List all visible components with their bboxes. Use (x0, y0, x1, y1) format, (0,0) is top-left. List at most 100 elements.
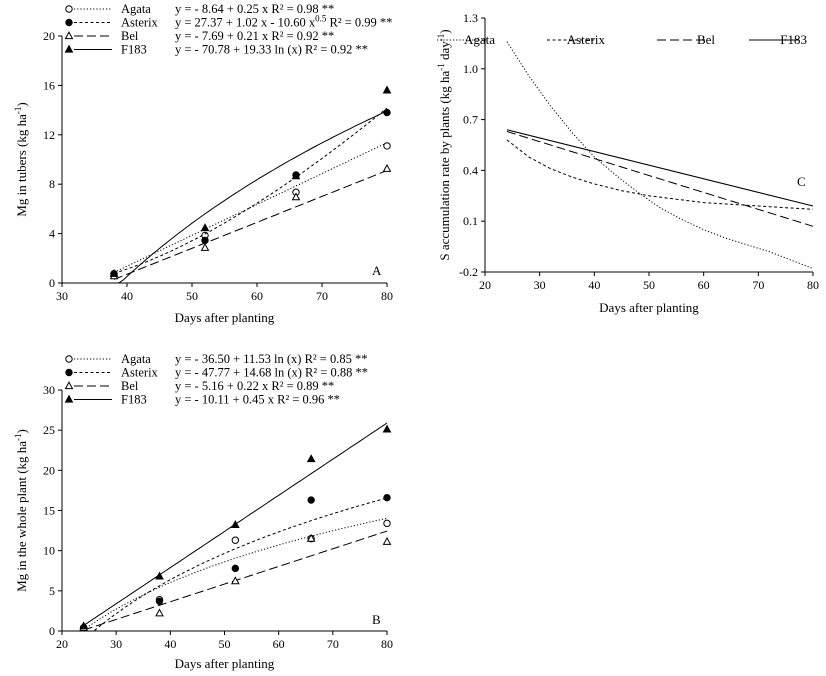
y-axis-label: Mg in tubers (kg ha-1) (13, 102, 29, 216)
series-line-asterix (83, 497, 388, 632)
legend-label-agata: Agata (121, 2, 151, 16)
data-point-bel (306, 533, 316, 542)
y-tick-label: 25 (43, 423, 55, 437)
series-asterix: Asterix (506, 32, 814, 210)
y-tick-label: 15 (43, 504, 55, 518)
data-point-f183 (155, 571, 164, 580)
legend-equation-text: y = - 47.77 + 14.68 ln (x) R² = 0.88 ** (175, 366, 368, 380)
x-tick-label: 40 (164, 637, 176, 651)
y-axis-label: Mg in the whole plant (kg ha-1) (13, 429, 29, 592)
series-line-asterix (506, 139, 814, 210)
series-line-agata (113, 142, 388, 273)
series-line-f183 (506, 129, 814, 207)
x-tick-label: 50 (219, 637, 231, 651)
legend-equation-text: y = - 8.64 + 0.25 x R² = 0.98 ** (175, 2, 334, 16)
y-tick-label: 0 (49, 276, 55, 290)
x-tick-label: 60 (251, 289, 263, 303)
legend-label-bel: Bel (121, 29, 139, 43)
y-axis-label-sup: -1 (13, 433, 23, 441)
series-bel: Bel y = - 5.16 + 0.22 x R² = 0.89 ** (64, 379, 392, 631)
x-tick-label: 60 (698, 278, 710, 292)
legend-equation-asterix: y = 27.37 + 1.02 x - 10.60 x0.5 R² = 0.9… (175, 14, 392, 30)
x-tick-label: 30 (534, 278, 546, 292)
legend-marker-asterix (65, 368, 73, 377)
x-tick-label: 70 (752, 278, 764, 292)
data-point-f183 (382, 424, 392, 433)
legend-equation-bel: y = - 5.16 + 0.22 x R² = 0.89 ** (175, 379, 334, 393)
y-axis-label: S accumulation rate by plants (kg ha-1 d… (436, 29, 452, 260)
y-axis-label-text: Mg in the whole plant (kg ha (14, 441, 29, 592)
legend-equation-text: y = - 70.78 + 19.33 ln (x) R² = 0.92 ** (175, 43, 368, 57)
panel-label: B (372, 612, 381, 627)
y-tick-label: 0.7 (463, 113, 478, 127)
y-tick-label: 0 (49, 624, 55, 638)
y-tick-label: 8 (49, 177, 55, 191)
y-tick-label: 4 (49, 227, 55, 241)
x-tick-label: 20 (479, 278, 491, 292)
legend-equation-asterix: y = - 47.77 + 14.68 ln (x) R² = 0.88 ** (175, 366, 368, 380)
legend-equation-agata: y = - 36.50 + 11.53 ln (x) R² = 0.85 ** (175, 352, 367, 366)
y-axis-label-sup: -1 (436, 34, 446, 42)
x-tick-label: 20 (56, 637, 68, 651)
x-tick-label: 50 (186, 289, 198, 303)
x-tick-label: 30 (110, 637, 122, 651)
x-tick-label: 70 (327, 637, 339, 651)
series-line-asterix (113, 107, 388, 274)
series-f183: F183 (506, 32, 814, 207)
x-tick-label: 70 (316, 289, 328, 303)
data-point-asterix (155, 597, 164, 605)
legend-label-agata: Agata (121, 352, 151, 366)
panel-label: C (797, 174, 806, 189)
series-line-bel (113, 170, 388, 280)
legend-marker-bel (64, 381, 74, 390)
legend-equation-text: y = 27.37 + 1.02 x - 10.60 x (175, 16, 316, 30)
series-agata: Agata y = - 8.64 + 0.25 x R² = 0.98 ** (65, 2, 391, 278)
y-tick-label: 10 (43, 544, 55, 558)
data-point-bel (291, 192, 301, 201)
x-tick-label: 40 (588, 278, 600, 292)
y-axis-label-text: S accumulation rate by plants (kg ha (437, 71, 452, 261)
x-tick-label: 80 (381, 289, 393, 303)
data-point-bel (230, 576, 240, 585)
series-line-agata (83, 517, 388, 631)
y-axis-label-text: ) (14, 429, 29, 433)
data-point-agata (231, 536, 240, 544)
data-point-bel (200, 242, 210, 251)
chart-panel-a: 30 40 50 60 70 80 0 4 8 12 16 20 Days after planting… (13, 2, 393, 325)
series-line-agata (506, 41, 814, 270)
data-point-bel (155, 608, 164, 617)
data-point-asterix (231, 564, 240, 573)
legend-marker-f183 (64, 44, 74, 53)
y-tick-label: 12 (43, 128, 55, 142)
data-point-agata (383, 519, 391, 528)
series-line-bel (506, 131, 814, 227)
legend-marker-asterix (65, 18, 73, 27)
y-axis-label-text: ) (14, 102, 29, 106)
legend-equation-agata: y = - 8.64 + 0.25 x R² = 0.98 ** (175, 2, 334, 16)
legend-marker-agata (65, 355, 73, 363)
series-bel: Bel (506, 32, 814, 227)
series-f183: F183 y = - 10.11 + 0.45 x R² = 0.96 ** (64, 393, 392, 630)
y-axis-label-sup: -1 (13, 107, 23, 115)
chart-panel-b: 20 30 40 50 60 70 80 0 5 10 15 20 25 30 Days after pla… (13, 352, 393, 671)
legend-marker-agata (65, 5, 73, 13)
x-tick-label: 40 (121, 289, 133, 303)
y-tick-label: 20 (43, 29, 55, 43)
y-tick-label: -0.2 (459, 265, 478, 279)
y-tick-label: 1.0 (463, 62, 478, 76)
legend-equation-text: y = - 5.16 + 0.22 x R² = 0.89 ** (175, 379, 334, 393)
data-point-f183 (79, 621, 89, 630)
y-axis-label-sup: -1 (436, 63, 446, 71)
x-tick-label: 80 (807, 278, 819, 292)
y-tick-label: 30 (43, 383, 55, 397)
data-point-f183 (200, 223, 210, 232)
legend-equation-text: y = - 7.69 + 0.21 x R² = 0.92 ** (175, 29, 334, 43)
legend-label-bel: Bel (697, 32, 715, 47)
legend-equation-text: R² = 0.99 ** (326, 16, 392, 30)
y-tick-label: 0.1 (463, 214, 478, 228)
y-axis-label-text: day (437, 41, 452, 64)
x-tick-label: 30 (56, 289, 68, 303)
x-tick-label: 80 (381, 637, 393, 651)
legend-label-asterix: Asterix (121, 366, 159, 380)
